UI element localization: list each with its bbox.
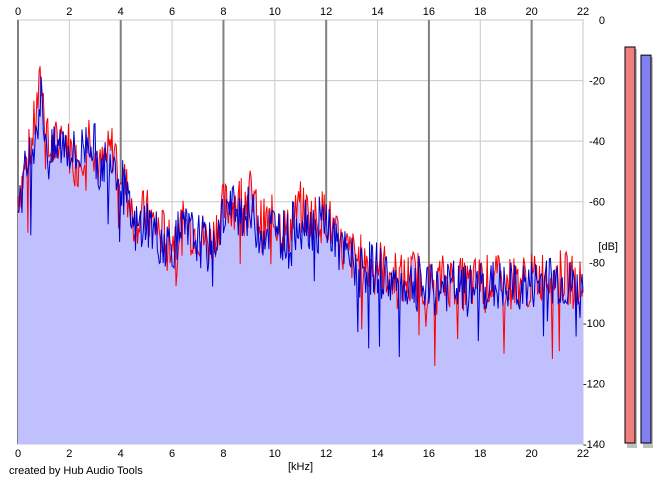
x-tick-label-top: 8 [220,6,226,18]
y-tick-label: -20 [589,76,605,88]
y-tick-label: -100 [583,318,605,330]
x-tick-label-top: 0 [15,6,21,18]
level-meter-left [624,46,636,444]
x-tick-label-bottom: 22 [577,448,589,460]
x-tick-label-top: 16 [423,6,435,18]
x-tick-label-bottom: 20 [526,448,538,460]
x-tick-label-top: 22 [577,6,589,18]
x-tick-label-top: 18 [474,6,486,18]
x-tick-label-top: 14 [371,6,383,18]
x-tick-label-bottom: 4 [118,448,124,460]
x-tick-label-bottom: 10 [269,448,281,460]
x-tick-label-bottom: 14 [371,448,383,460]
x-tick-label-top: 20 [526,6,538,18]
y-tick-label: -120 [583,378,605,390]
y-tick-label: -40 [589,136,605,148]
y-tick-label: 0 [599,15,605,27]
y-tick-label: -140 [583,439,605,451]
x-tick-label-bottom: 0 [15,448,21,460]
x-tick-label-top: 6 [169,6,175,18]
x-tick-label-bottom: 16 [423,448,435,460]
y-tick-label: -60 [589,197,605,209]
y-tick-label: -80 [589,257,605,269]
x-tick-label-top: 4 [118,6,124,18]
x-tick-label-top: 2 [66,6,72,18]
x-axis-label: [kHz] [288,461,313,473]
level-meter-right [640,54,652,444]
x-tick-label-bottom: 8 [220,448,226,460]
series-line-blue [17,76,584,358]
x-tick-label-bottom: 18 [474,448,486,460]
spectrum-fill [18,66,583,445]
x-tick-label-bottom: 12 [320,448,332,460]
x-tick-label-bottom: 6 [169,448,175,460]
y-axis-label: [dB] [598,241,618,253]
x-tick-label-top: 12 [320,6,332,18]
x-tick-label-bottom: 2 [66,448,72,460]
credit-label: created by Hub Audio Tools [9,465,143,477]
x-tick-label-top: 10 [269,6,281,18]
